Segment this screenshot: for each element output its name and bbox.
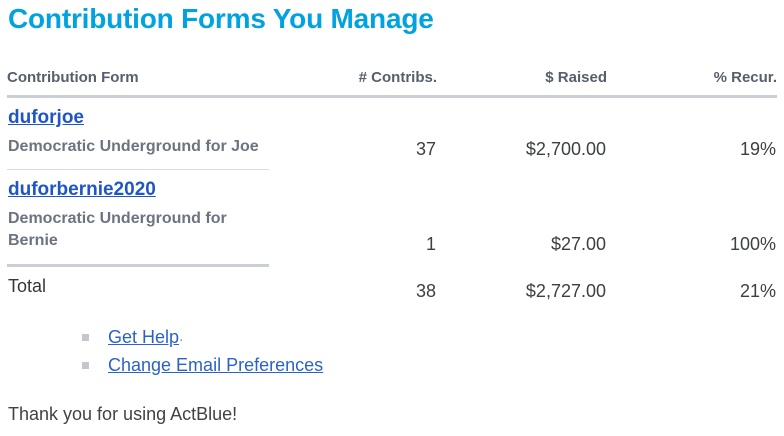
link-suffix: . xyxy=(179,328,184,346)
column-header-contribution-form: Contribution Form xyxy=(7,68,269,98)
column-header-contribs: # Contribs. xyxy=(269,68,437,98)
form-link-duforbernie2020[interactable]: duforbernie2020 xyxy=(8,179,156,201)
table-row: duforbernie2020 Democratic Underground f… xyxy=(7,169,777,267)
table-row: duforjoe Democratic Underground for Joe … xyxy=(7,96,777,171)
page-title: Contribution Forms You Manage xyxy=(8,3,434,34)
contribs-value: 37 xyxy=(415,138,436,159)
change-email-preferences-link[interactable]: Change Email Preferences xyxy=(108,354,324,375)
form-link-duforjoe[interactable]: duforjoe xyxy=(8,106,84,128)
contribs-value: 1 xyxy=(425,234,436,255)
raised-value: $27.00 xyxy=(550,234,606,255)
contribution-forms-table: Contribution Form # Contribs. $ Raised %… xyxy=(7,68,777,304)
footer-links-list: Get Help . Change Email Preferences xyxy=(82,323,777,379)
column-header-recur: % Recur. xyxy=(607,68,777,98)
total-raised-value: $2,727.00 xyxy=(525,281,606,302)
raised-value: $2,700.00 xyxy=(525,138,606,159)
total-contribs-value: 38 xyxy=(415,281,436,302)
list-item: Change Email Preferences xyxy=(82,351,777,379)
total-recur-value: 21% xyxy=(739,281,776,302)
get-help-link[interactable]: Get Help xyxy=(108,326,180,347)
bullet-square-icon xyxy=(82,361,89,369)
table-total-row: Total 38 $2,727.00 21% xyxy=(7,265,777,304)
thank-you-text: Thank you for using ActBlue! xyxy=(8,404,238,425)
email-report-page: Contribution Forms You Manage Contributi… xyxy=(7,3,777,425)
column-header-raised: $ Raised xyxy=(437,68,607,98)
form-cell: duforjoe Democratic Underground for Joe xyxy=(7,96,269,171)
form-subtitle: Democratic Underground for Joe xyxy=(8,137,259,155)
form-cell: duforbernie2020 Democratic Underground f… xyxy=(7,169,269,267)
recur-value: 19% xyxy=(739,138,776,159)
total-label: Total xyxy=(8,275,47,296)
list-item: Get Help . xyxy=(82,323,777,351)
bullet-square-icon xyxy=(82,333,89,341)
recur-value: 100% xyxy=(729,234,776,255)
form-subtitle: Democratic Underground for Bernie xyxy=(8,209,227,250)
table-header-row: Contribution Form # Contribs. $ Raised %… xyxy=(7,68,777,98)
